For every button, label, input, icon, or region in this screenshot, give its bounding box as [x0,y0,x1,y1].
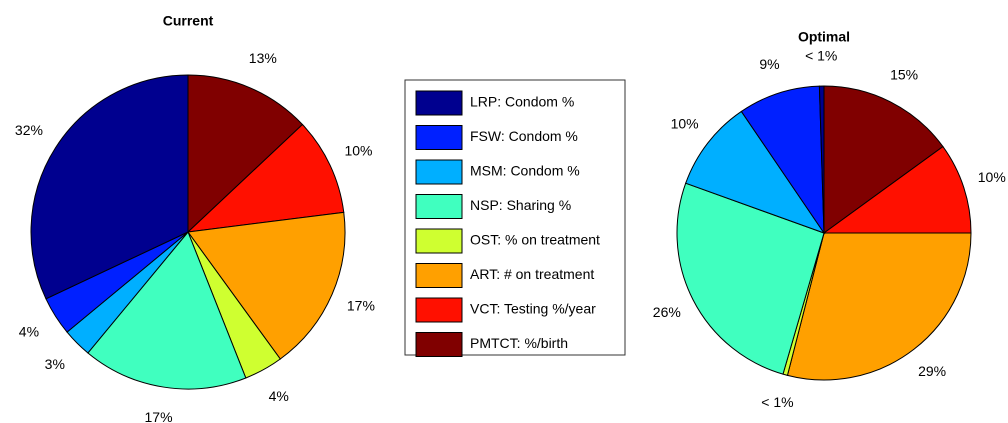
pie-slice [87,231,247,390]
slice-label: 17% [145,409,173,423]
pie-slice [823,85,944,234]
legend-swatch [415,194,463,219]
pie-slice [786,232,972,381]
legend-swatch [415,228,463,254]
slice-label: < 1% [761,394,793,410]
legend-label: MSM: Condom % [470,163,580,179]
pie-slice [30,74,189,300]
chart-title: Current [163,13,214,29]
legend-label: FSW: Condom % [470,128,578,144]
slice-label: 29% [918,363,946,379]
legend-label: NSP: Sharing % [470,197,571,213]
pie-slice [186,123,345,233]
slice-label: 4% [269,388,289,404]
pie-slice [187,74,304,234]
slice-label: 10% [978,169,1006,185]
legend-label: OST: % on treatment [470,232,600,248]
pie-slice [685,110,826,234]
legend-label: LRP: Condom % [470,94,574,110]
pie-slice [187,211,346,360]
legend-label: ART: # on treatment [470,266,594,282]
slice-label: 32% [15,122,43,138]
slice-label: 15% [890,67,918,83]
chart-title: Optimal [798,29,850,45]
pie-slice [818,85,825,234]
slice-label: 10% [671,116,699,132]
legend-swatch [415,297,463,323]
slice-label: 4% [19,324,39,340]
legend-label: VCT: Testing %/year [470,301,596,317]
legend-swatch [415,90,463,116]
slice-label: 13% [249,50,277,66]
legend-label: PMTCT: %/birth [470,335,568,351]
slice-label: < 1% [805,47,837,63]
pie-slice [822,145,972,234]
legend-swatch [415,159,463,185]
slice-label: 9% [759,56,779,72]
pie-slice [740,85,825,235]
pie-slice [676,182,825,375]
legend-swatch [415,263,463,288]
slice-label: 17% [347,298,375,314]
slice-label: 10% [344,142,372,158]
legend-swatch [415,125,463,150]
slice-label: 26% [653,304,681,320]
slice-label: 3% [45,356,65,372]
legend-swatch [415,332,463,357]
